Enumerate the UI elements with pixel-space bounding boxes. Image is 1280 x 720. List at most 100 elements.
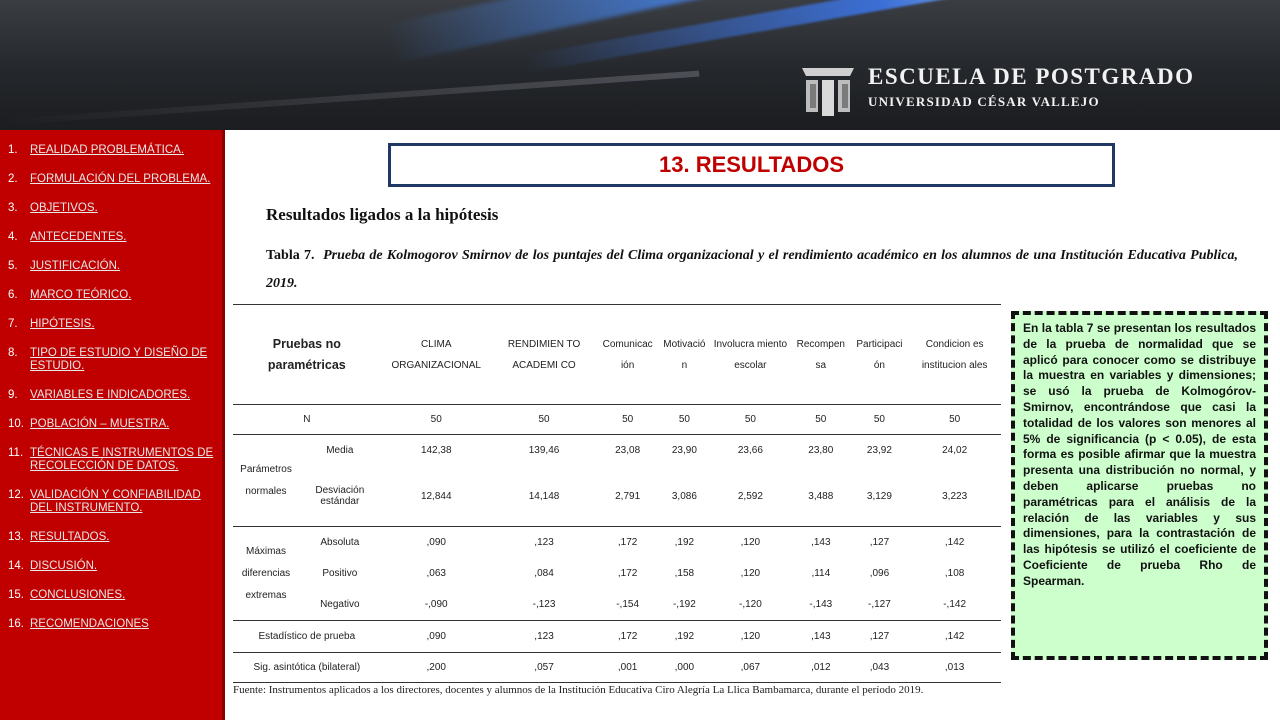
table-row-label: Positivo [322,568,358,579]
sidebar-item[interactable]: 14. DISCUSIÓN. [0,560,225,573]
table-cell: ,001 [617,662,638,673]
interpretation-note: En la tabla 7 se presentan los resultado… [1011,311,1268,660]
table-cell: ,013 [944,662,965,673]
table-cell: ,090 [426,631,446,642]
table-cell: ,142 [944,537,965,549]
sidebar-item-link[interactable]: VARIABLES E INDICADORES. [30,389,191,401]
sidebar-item[interactable]: 13. RESULTADOS. [0,531,225,544]
sidebar-item[interactable]: 1. REALIDAD PROBLEMÁTICA. [0,144,225,157]
table-cell: 12,844 [420,490,452,502]
sidebar-item[interactable]: 16. RECOMENDACIONES [0,618,225,631]
sidebar-item-link[interactable]: TIPO DE ESTUDIO Y DISEÑO DE ESTUDIO. [30,347,208,372]
table-cell: ,192 [674,537,695,549]
table-cell: -,143 [809,598,833,610]
table-group-label: Parámetros normales [240,463,292,497]
table-row: Parámetros normales Media 142,38 139,46 23,0… [233,435,1001,496]
sidebar-item-number: 1. [8,144,18,156]
sidebar-item[interactable]: 11. TÉCNICAS E INSTRUMENTOS DE RECOLECCIÓ… [0,447,225,473]
table-cell: 3,129 [866,490,892,502]
sidebar: 1. REALIDAD PROBLEMÁTICA. 2. FORMULACIÓN DE… [0,130,225,720]
table-cell: 23,08 [615,445,641,457]
table-row: Desviación estándar 12,844 14,148 2,791 3,08… [233,467,1001,527]
sidebar-item[interactable]: 6. MARCO TEÓRICO. [0,289,225,302]
table-cell: ,108 [944,568,965,579]
table-cell: 2,592 [737,490,763,502]
table-cell: 3,223 [942,490,968,502]
sidebar-item[interactable]: 7. HIPÓTESIS. [0,318,225,331]
sidebar-item-link[interactable]: FORMULACIÓN DEL PROBLEMA. [30,173,211,185]
table-row-label: Estadístico de prueba [258,631,356,642]
table-cell: -,090 [424,598,448,610]
sidebar-item-link[interactable]: ANTECEDENTES. [30,231,127,243]
caption-text: Prueba de Kolmogorov Smirnov de los punt… [266,248,1238,291]
table-source-note: Fuente: Instrumentos aplicados a los dir… [233,684,924,696]
table-cell: 23,92 [866,445,892,457]
table-group-label: Máximas diferencias extremas [241,545,291,601]
sidebar-item-number: 13. [8,531,24,543]
sidebar-item-number: 4. [8,231,18,243]
table-cell: ,067 [740,662,761,673]
table-cell: ,158 [674,568,695,579]
table-header-cell: Recompen sa [796,338,845,371]
table-cell: ,192 [674,631,695,642]
table-row: Sig. asintótica (bilateral) ,200 ,057 ,001,… [233,653,1001,683]
table-row: Estadístico de prueba ,090 ,123 ,172 ,192 ,12… [233,621,1001,653]
sidebar-item-link[interactable]: CONCLUSIONES. [30,589,126,601]
university-name: UNIVERSIDAD CÉSAR VALLEJO [868,94,1100,109]
table-cell: ,000 [674,662,695,673]
table-row-label: Desviación estándar [315,485,365,508]
table-cell: ,096 [869,568,890,579]
sidebar-item-link[interactable]: REALIDAD PROBLEMÁTICA. [30,144,185,156]
sidebar-item-number: 6. [8,289,18,301]
page-title: 13. RESULTADOS [659,152,844,177]
sidebar-item-link[interactable]: JUSTIFICACIÓN. [30,260,121,272]
sidebar-item-link[interactable]: DISCUSIÓN. [30,560,98,572]
sidebar-item[interactable]: 5. JUSTIFICACIÓN. [0,260,225,273]
table-cell: -,192 [672,598,696,610]
kolmogorov-smirnov-table: Pruebas no paramétricas CLIMA ORGANIZACI… [233,304,1001,683]
sidebar-item-link[interactable]: RESULTADOS. [30,531,110,543]
table-cell: -,154 [616,598,640,610]
sidebar-item-link[interactable]: OBJETIVOS. [30,202,98,214]
table-row: Negativo -,090 -,123 -,154 -,192 -,120 -,143 -,… [233,589,1001,621]
table-header-cell: Pruebas no paramétricas [267,336,346,372]
table-cell: ,127 [869,631,890,642]
table-cell: ,043 [869,662,890,673]
sidebar-item[interactable]: 15. CONCLUSIONES. [0,589,225,602]
sidebar-item[interactable]: 2. FORMULACIÓN DEL PROBLEMA. [0,173,225,186]
table-cell: ,143 [811,537,831,549]
table-row: Positivo ,063 ,084 ,172 ,158 ,120 ,114 ,096 ,108 [233,559,1001,589]
table-caption: Tabla 7. Prueba de Kolmogorov Smirnov de… [266,242,1238,298]
sidebar-item[interactable]: 8. TIPO DE ESTUDIO Y DISEÑO DE ESTUDIO. [0,347,225,373]
table-header-cell: CLIMA ORGANIZACIONAL [391,338,481,371]
table-cell: ,012 [811,662,831,673]
sidebar-item[interactable]: 9. VARIABLES E INDICADORES. [0,389,225,402]
sidebar-item-number: 8. [8,347,18,359]
sidebar-item[interactable]: 10. POBLACIÓN – MUESTRA. [0,418,225,431]
sidebar-item[interactable]: 4. ANTECEDENTES. [0,231,225,244]
sidebar-item-link[interactable]: HIPÓTESIS. [30,318,95,330]
table-row-label: Sig. asintótica (bilateral) [253,662,361,673]
table-cell: 50 [622,414,634,425]
table-cell: ,120 [740,631,761,642]
table-cell: 50 [815,414,827,425]
table-cell: ,090 [426,537,446,549]
table-cell: ,063 [426,568,446,579]
table-row-label: Absoluta [320,537,360,549]
table-cell: ,057 [534,662,554,673]
sidebar-item-number: 9. [8,389,18,401]
table-cell: ,143 [811,631,831,642]
sidebar-item-number: 5. [8,260,18,272]
sidebar-item[interactable]: 3. OBJETIVOS. [0,202,225,215]
sidebar-item[interactable]: 12. VALIDACIÓN Y CONFIABILIDAD DEL INSTRU… [0,489,225,515]
sidebar-item-link[interactable]: TÉCNICAS E INSTRUMENTOS DE RECOLECCIÓN D… [30,447,214,472]
sidebar-item-link[interactable]: MARCO TEÓRICO. [30,289,132,301]
sidebar-item-link[interactable]: VALIDACIÓN Y CONFIABILIDAD DEL INSTRUMEN… [30,489,201,514]
table-row: Máximas diferencias extremas Absoluta ,090… [233,527,1001,600]
sidebar-item-link[interactable]: POBLACIÓN – MUESTRA. [30,418,170,430]
table-cell: ,142 [944,631,965,642]
sidebar-item-link[interactable]: RECOMENDACIONES [30,618,149,630]
table-header-cell: Involucra miento escolar [713,338,788,371]
table-cell: 50 [873,414,885,425]
table-header-cell: Condicion es institucion ales [921,338,988,371]
